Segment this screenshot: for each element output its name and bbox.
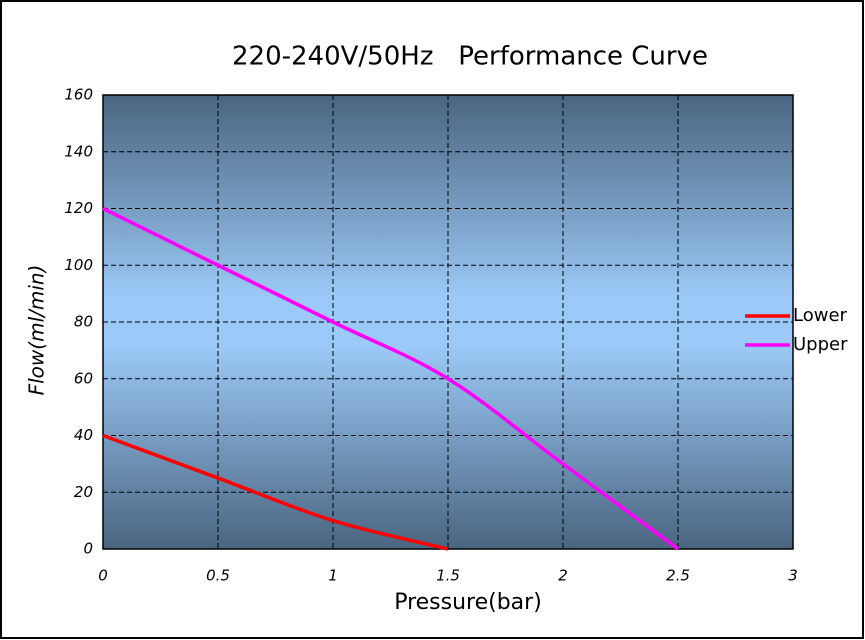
y-tick-label: 160 <box>64 86 93 104</box>
x-tick-label: 1 <box>328 567 338 585</box>
y-tick-label: 140 <box>64 142 93 160</box>
y-tick-label: 20 <box>74 483 93 501</box>
x-tick-label: 2.5 <box>666 567 690 585</box>
x-tick-label: 2 <box>558 567 568 585</box>
legend-label: Lower <box>793 305 848 326</box>
x-tick-label: 1.5 <box>436 567 460 585</box>
x-axis-label: Pressure(bar) <box>394 590 542 615</box>
x-tick-label: 0.5 <box>206 567 230 585</box>
x-tick-label: 0 <box>98 567 108 585</box>
legend-label: Upper <box>793 334 848 355</box>
line <box>102 433 449 551</box>
y-tick-label: 0 <box>83 540 93 558</box>
y-tick-label: 80 <box>74 313 93 331</box>
x-tick-label: 3 <box>788 567 798 585</box>
line <box>102 206 680 551</box>
chart-title: 220-240V/50Hz Performance Curve <box>232 42 708 72</box>
y-tick-label: 100 <box>64 256 93 274</box>
y-tick-label: 120 <box>64 199 93 217</box>
y-tick-label: 40 <box>74 426 93 444</box>
y-axis-label: Flow(ml/min) <box>25 265 49 396</box>
y-tick-label: 60 <box>74 369 93 387</box>
